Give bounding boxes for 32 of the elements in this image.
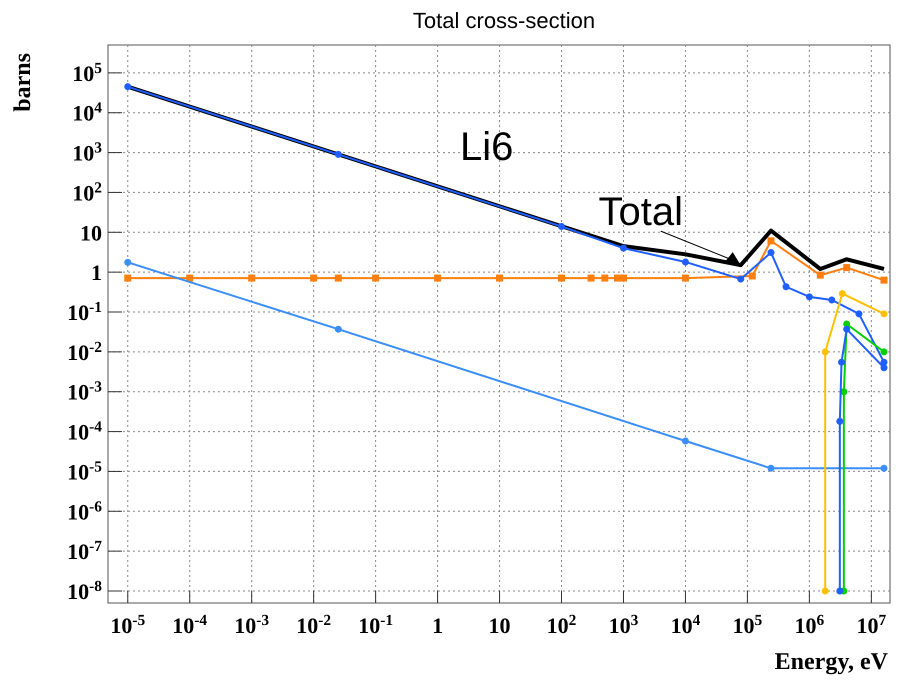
- y-tick-label: 10$^{-6}$: [67, 498, 102, 524]
- x-tick-label: 10$^{-5}$: [110, 612, 146, 638]
- x-tick-label: 10$^{6}$: [794, 612, 825, 638]
- x-tick-label: 10$^{-3}$: [234, 612, 270, 638]
- y-tick-label: 10$^{3}$: [72, 139, 102, 166]
- x-tick-label: 10$^{-1}$: [358, 612, 394, 638]
- annotation: Li6: [460, 125, 514, 169]
- y-tick-label: 10$^{-5}$: [67, 458, 102, 484]
- x-tick-label: 10$^{-4}$: [172, 612, 208, 638]
- y-tick-label: 10$^{-2}$: [67, 338, 102, 365]
- y-axis-title: barns: [10, 53, 36, 112]
- y-tick-label: 10$^{5}$: [72, 59, 102, 86]
- y-tick-label: 10$^{-1}$: [67, 298, 102, 325]
- x-tick-label: 10$^{7}$: [856, 612, 886, 638]
- y-tick-label: 1: [91, 260, 102, 286]
- y-tick-label: 10$^{4}$: [72, 99, 102, 126]
- y-tick-label: 10$^{-3}$: [67, 378, 102, 405]
- x-tick-label: 10$^{3}$: [608, 612, 639, 638]
- y-tick-label: 10$^{-8}$: [67, 578, 102, 604]
- x-tick-label: 10$^{4}$: [670, 612, 701, 638]
- y-tick-label: 10$^{-7}$: [67, 538, 102, 564]
- y-tick-label: 10$^{2}$: [72, 178, 102, 206]
- y-tick-label: 10: [80, 220, 102, 246]
- chart-title: Total cross-section: [412, 8, 596, 33]
- y-tick-label: 10$^{-4}$: [67, 418, 102, 445]
- x-tick-label: 10$^{-2}$: [296, 612, 332, 638]
- annotation: Total: [598, 190, 683, 234]
- x-tick-label: 10: [488, 613, 511, 638]
- x-tick-label: 1: [432, 613, 444, 638]
- x-axis-title: Energy, eV: [774, 649, 889, 675]
- x-tick-label: 10$^{2}$: [546, 612, 577, 638]
- x-tick-label: 10$^{5}$: [732, 612, 763, 638]
